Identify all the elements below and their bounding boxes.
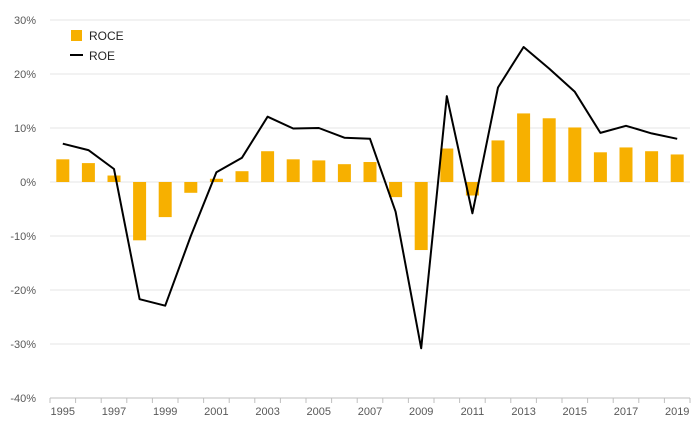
- x-tick-label: 2009: [409, 406, 433, 418]
- bar-roce: [645, 151, 659, 182]
- x-tick-label: 2007: [358, 406, 382, 418]
- bar-roce: [337, 164, 351, 182]
- y-tick-label: 30%: [14, 15, 36, 27]
- bar-roce: [414, 182, 428, 251]
- x-tick-label: 1997: [102, 406, 126, 418]
- x-tick-label: 2001: [204, 406, 228, 418]
- bar-roce: [133, 182, 147, 241]
- roe-line-layer: [62, 46, 678, 350]
- y-tick-label: 0%: [20, 177, 36, 189]
- bar-roce: [312, 160, 326, 182]
- y-tick-label: -40%: [10, 393, 36, 405]
- bar-roce: [670, 154, 684, 182]
- x-tick-label: 2013: [511, 406, 535, 418]
- bar-roce: [363, 162, 377, 182]
- line-roe: [62, 46, 678, 350]
- bar-roce: [517, 113, 531, 182]
- bar-roce: [261, 151, 275, 182]
- bar-roce: [158, 182, 172, 218]
- bar-roce: [107, 175, 121, 182]
- roce-bars: [56, 113, 684, 251]
- legend: ROCE ROE: [70, 29, 124, 63]
- bar-roce: [542, 118, 556, 182]
- bar-roce: [593, 152, 607, 182]
- bar-roce: [389, 182, 403, 198]
- y-tick-label: -10%: [10, 231, 36, 243]
- x-tick-label: 2005: [307, 406, 331, 418]
- legend-swatch-roce: [71, 30, 82, 41]
- x-axis: 1995 1997 1999 2001 2003 2005 2007 2009 2011 2013…: [49, 397, 691, 418]
- x-tick-label: 2017: [614, 406, 638, 418]
- bar-roce: [209, 178, 223, 182]
- x-tick-label: 2015: [563, 406, 587, 418]
- x-tick-label: 2019: [665, 406, 689, 418]
- bar-roce: [235, 171, 249, 182]
- y-tick-label: -20%: [10, 285, 36, 297]
- bar-roce: [81, 163, 95, 182]
- bar-roce: [491, 140, 505, 182]
- bar-roce: [619, 147, 633, 182]
- x-tick-label: 1999: [153, 406, 177, 418]
- gridlines: [50, 19, 690, 399]
- x-tick-label: 1995: [51, 406, 75, 418]
- y-tick-label: 10%: [14, 123, 36, 135]
- bar-roce: [568, 127, 582, 182]
- x-tick-label: 2003: [255, 406, 279, 418]
- bar-roce: [465, 182, 479, 196]
- legend-label-roce: ROCE: [89, 29, 124, 43]
- y-tick-label: 20%: [14, 69, 36, 81]
- bar-roce: [286, 159, 300, 182]
- bar-roce: [56, 159, 70, 182]
- y-axis-tick-labels: 30% 20% 10% 0% -10% -20% -30% -40%: [10, 15, 36, 405]
- bar-roce: [440, 148, 454, 182]
- y-tick-label: -30%: [10, 339, 36, 351]
- legend-label-roe: ROE: [89, 49, 115, 63]
- bar-roce: [184, 182, 198, 193]
- x-tick-label: 2011: [461, 406, 485, 418]
